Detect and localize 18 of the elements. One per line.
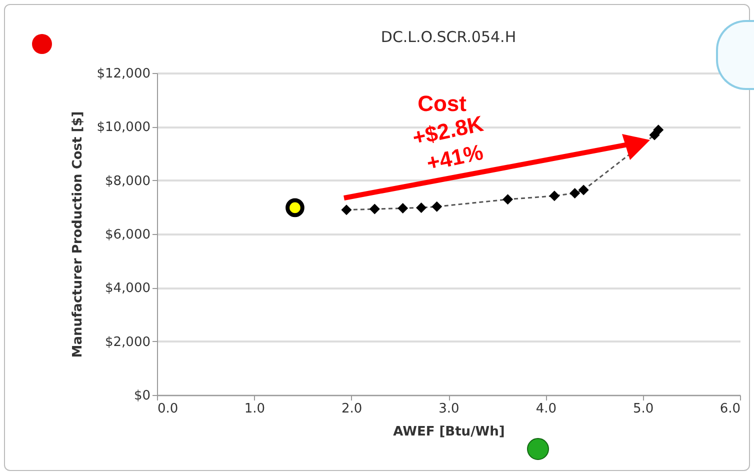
y-tick-label: $6,000 — [105, 228, 150, 242]
x-tick-label: 4.0 — [536, 402, 557, 416]
y-axis-title: Manufacturer Production Cost [$] — [70, 111, 86, 358]
y-tick-label: $12,000 — [96, 66, 150, 82]
chart-title: DC.L.O.SCR.054.H — [380, 28, 516, 46]
y-tick-label: $8,000 — [105, 174, 150, 189]
y-tick-label: $2,000 — [105, 334, 150, 350]
x-tick-label: 2.0 — [341, 402, 362, 416]
x-axis-title: AWEF [Btu/Wh] — [393, 424, 505, 440]
x-tick-label: 0.0 — [158, 402, 178, 416]
y-tick-label: $0 — [134, 388, 150, 404]
x-tick-label: 5.0 — [632, 402, 654, 416]
x-tick-label: 1.0 — [244, 402, 266, 416]
y-tick-label: $4,000 — [105, 281, 150, 296]
x-tick-label: 3.0 — [438, 402, 460, 416]
y-tick-label: $10,000 — [96, 120, 150, 136]
annotation: Cost — [418, 91, 468, 116]
x-tick-label: 6.0 — [720, 402, 740, 416]
